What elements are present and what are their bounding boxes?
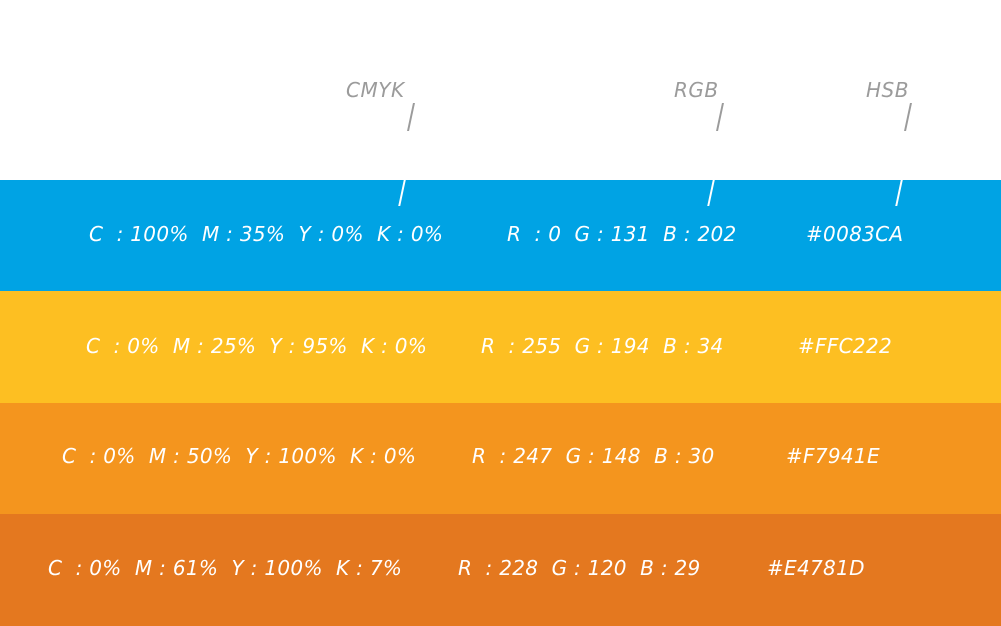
color-band-yellow: C : 0% M : 25% Y : 95% K : 0% R : 255 G … (0, 291, 1001, 403)
cmyk-value: C : 100% M : 35% Y : 0% K : 0% (89, 222, 444, 246)
hsb-header-tick (904, 103, 912, 131)
hsb-column-header: HSB (866, 78, 909, 102)
hex-value: #0083CA (806, 222, 904, 246)
rgb-value: R : 255 G : 194 B : 34 (481, 334, 724, 358)
cmyk-header-tick (407, 103, 415, 131)
color-band-blue: C : 100% M : 35% Y : 0% K : 0% R : 0 G :… (0, 180, 1001, 291)
cmyk-value: C : 0% M : 61% Y : 100% K : 7% (48, 556, 403, 580)
hsb-band-tick (895, 180, 903, 206)
cmyk-column-header: CMYK (346, 78, 405, 102)
color-band-dark-orange: C : 0% M : 61% Y : 100% K : 7% R : 228 G… (0, 514, 1001, 626)
rgb-value: R : 247 G : 148 B : 30 (472, 444, 715, 468)
cmyk-value: C : 0% M : 50% Y : 100% K : 0% (62, 444, 417, 468)
cmyk-value: C : 0% M : 25% Y : 95% K : 0% (86, 334, 428, 358)
hex-value: #FFC222 (798, 334, 893, 358)
hex-value: #E4781D (767, 556, 865, 580)
rgb-band-tick (707, 180, 715, 206)
cmyk-band-tick (398, 180, 406, 206)
color-band-orange: C : 0% M : 50% Y : 100% K : 0% R : 247 G… (0, 403, 1001, 514)
rgb-header-tick (716, 103, 724, 131)
hex-value: #F7941E (786, 444, 880, 468)
rgb-column-header: RGB (674, 78, 719, 102)
rgb-value: R : 0 G : 131 B : 202 (507, 222, 737, 246)
rgb-value: R : 228 G : 120 B : 29 (458, 556, 701, 580)
